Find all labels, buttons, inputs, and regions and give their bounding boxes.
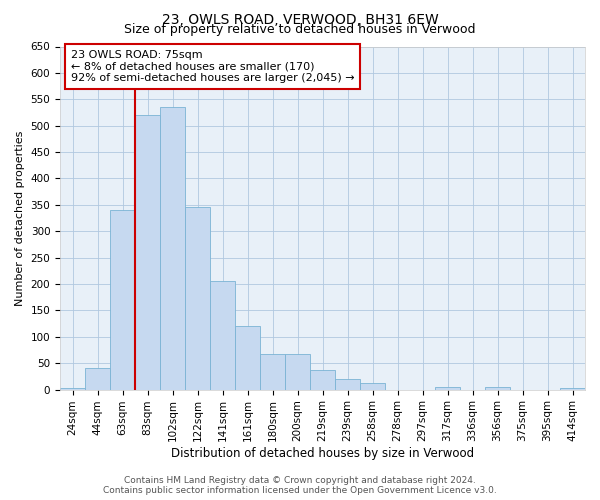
Bar bbox=[360, 384, 385, 390]
Bar bbox=[435, 387, 460, 390]
Bar bbox=[560, 388, 585, 390]
Bar bbox=[335, 379, 360, 390]
X-axis label: Distribution of detached houses by size in Verwood: Distribution of detached houses by size … bbox=[171, 447, 474, 460]
Y-axis label: Number of detached properties: Number of detached properties bbox=[15, 130, 25, 306]
Bar bbox=[135, 115, 160, 390]
Text: 23, OWLS ROAD, VERWOOD, BH31 6EW: 23, OWLS ROAD, VERWOOD, BH31 6EW bbox=[161, 12, 439, 26]
Bar bbox=[185, 208, 210, 390]
Bar bbox=[60, 388, 85, 390]
Bar bbox=[285, 354, 310, 390]
Text: 23 OWLS ROAD: 75sqm
← 8% of detached houses are smaller (170)
92% of semi-detach: 23 OWLS ROAD: 75sqm ← 8% of detached hou… bbox=[71, 50, 354, 83]
Text: Contains HM Land Registry data © Crown copyright and database right 2024.
Contai: Contains HM Land Registry data © Crown c… bbox=[103, 476, 497, 495]
Bar bbox=[85, 368, 110, 390]
Bar bbox=[260, 354, 285, 390]
Bar bbox=[110, 210, 135, 390]
Text: Size of property relative to detached houses in Verwood: Size of property relative to detached ho… bbox=[124, 22, 476, 36]
Bar bbox=[210, 282, 235, 390]
Bar bbox=[235, 326, 260, 390]
Bar bbox=[310, 370, 335, 390]
Bar bbox=[485, 387, 510, 390]
Bar bbox=[160, 107, 185, 390]
